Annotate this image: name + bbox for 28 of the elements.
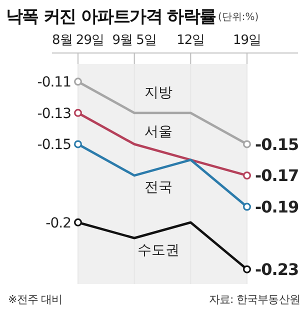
point <box>243 265 251 274</box>
point <box>74 218 82 226</box>
text: 자료: 한국부동산원 <box>208 293 300 306</box>
data-label: -0.23 <box>255 260 299 279</box>
chart-title: 낙폭 커진 아파트가격 하락률 <box>6 7 217 27</box>
point <box>74 140 82 148</box>
point <box>74 108 82 117</box>
chart-subtitle: (단위:%) <box>218 12 259 23</box>
data-label: -0.17 <box>255 166 299 186</box>
series-label: 서울 <box>144 124 172 140</box>
series-label: 수도권 <box>138 242 180 258</box>
x-tick-label: 9월 5일 <box>112 33 156 48</box>
point <box>243 140 251 148</box>
series-label: 전국 <box>144 180 172 196</box>
series-label: 지방 <box>144 84 172 101</box>
data-label: -0.19 <box>255 197 299 216</box>
x-tick-label: 12일 <box>176 33 205 48</box>
point <box>74 78 82 86</box>
data-label: -0.11 <box>37 74 71 91</box>
data-label: -0.2 <box>46 215 71 232</box>
data-label: -0.15 <box>37 137 71 154</box>
data-label: -0.13 <box>37 106 71 122</box>
point <box>243 172 251 180</box>
x-tick-label: 19일 <box>232 33 262 48</box>
text: ※전주 대비 <box>8 293 62 306</box>
x-tick-label: 8월 29일 <box>52 33 104 48</box>
data-label: -0.15 <box>255 134 299 154</box>
point <box>243 202 251 211</box>
